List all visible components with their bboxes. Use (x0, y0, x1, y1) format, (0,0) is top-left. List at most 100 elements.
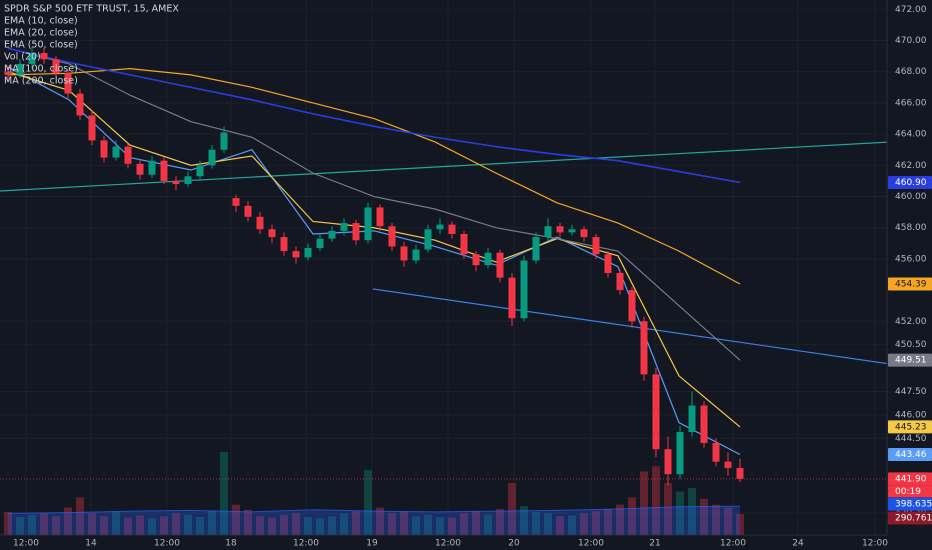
candle-body (184, 176, 192, 185)
candle-body (712, 442, 720, 462)
price-badges: 443.46 445.23 449.51 454.39 460.90 441.90 00:1… (888, 175, 932, 525)
candle-body (592, 237, 600, 255)
volume-bar (352, 511, 360, 535)
candle-body (580, 229, 588, 238)
price-badge (888, 420, 932, 434)
volume-bar (280, 514, 288, 535)
indicator-line (7, 71, 741, 428)
volume-bar (64, 507, 72, 535)
y-tick-label: 450.50 (895, 340, 927, 350)
volume-bar (412, 516, 420, 535)
y-tick-label: 446.00 (895, 410, 927, 420)
candle-body (556, 226, 564, 233)
y-tick-label: 460.00 (895, 192, 927, 202)
x-tick-label: 14 (85, 539, 97, 549)
indicator-line (7, 47, 741, 361)
price-badge (888, 472, 932, 486)
candle-body (436, 224, 444, 230)
volume-bar (472, 511, 480, 535)
y-tick-label: 466.00 (895, 98, 927, 108)
chart-title: SPDR S&P 500 ETF TRUST, 15, AMEX (4, 4, 179, 15)
price-badge-label: 443.46 (895, 450, 927, 460)
candle-body (460, 233, 468, 255)
candle-body (136, 163, 144, 175)
volume-bar (196, 516, 204, 535)
candle-body (28, 53, 36, 64)
candle-body (76, 93, 84, 116)
candle-body (424, 229, 432, 250)
candle-body (664, 449, 672, 475)
volume-bar (676, 491, 684, 535)
volume-bar (304, 516, 312, 535)
price-badge-label: 398.635K (895, 500, 932, 510)
candle-body (124, 146, 132, 164)
price-badge-label: 441.90 (895, 474, 927, 484)
candle-body (244, 205, 252, 217)
candle-body (568, 229, 576, 233)
volume-bar (232, 504, 240, 535)
x-tick-label: 12:00 (435, 539, 461, 549)
candle-body (364, 207, 372, 241)
volume-bar (148, 518, 156, 535)
candle-body (736, 467, 744, 479)
x-tick-label: 12:00 (293, 539, 319, 549)
x-tick-label: 12:00 (862, 539, 888, 549)
y-tick-label: 470.00 (895, 36, 927, 46)
volume-bar (724, 507, 732, 535)
candle-body (196, 165, 204, 177)
volume-bar (556, 516, 564, 535)
candle-body (520, 260, 528, 319)
candle-body (400, 246, 408, 261)
volume-bar (532, 511, 540, 535)
candle-body (256, 216, 264, 230)
candle-body (448, 224, 456, 234)
candle-body (208, 149, 216, 166)
volume-bar (52, 516, 60, 535)
candle-body (616, 272, 624, 291)
candle-body (148, 160, 156, 175)
volume-bar (112, 511, 120, 535)
x-tick-label: 21 (649, 539, 660, 549)
candle-body (292, 251, 300, 258)
price-badge-label: 445.23 (895, 422, 927, 432)
volume-bar (388, 513, 396, 535)
candle-body (724, 461, 732, 468)
price-badge-label: 460.90 (895, 178, 927, 188)
volume-bar (28, 514, 36, 535)
volume-bar (460, 513, 468, 535)
candle-body (172, 180, 180, 185)
x-tick-label: 12:00 (13, 539, 39, 549)
candle-body (484, 252, 492, 266)
candle-body (388, 226, 396, 247)
volume-bar (160, 516, 168, 535)
price-badge-label: 449.51 (895, 356, 927, 366)
candles (0, 46, 887, 486)
volume-bar (328, 516, 336, 535)
candle-body (88, 115, 96, 141)
legend-item: MA (200, close) (4, 76, 78, 87)
volume-ma-area (8, 506, 740, 535)
y-tick-label: 464.00 (895, 130, 927, 140)
candle-body (412, 249, 420, 261)
volume-bar (448, 517, 456, 535)
candle-body (40, 53, 48, 60)
legend-item: EMA (10, close) (4, 16, 78, 27)
x-tick-label: 18 (225, 539, 237, 549)
volume-bar (136, 515, 144, 535)
volume-bar (292, 513, 300, 535)
volume-bar (604, 508, 612, 535)
volume-bar (652, 466, 660, 535)
candle-body (160, 160, 168, 181)
volume-bar (496, 508, 504, 535)
volume-bar (736, 513, 744, 535)
volume-bar (616, 504, 624, 535)
x-tick-label: 19 (366, 539, 378, 549)
candle-body (472, 254, 480, 266)
x-tick-label: 12:00 (720, 539, 746, 549)
volume-bar (520, 506, 528, 535)
candle-body (652, 374, 660, 450)
candle-body (220, 132, 228, 150)
candle-body (4, 71, 12, 75)
price-badge (888, 497, 932, 511)
volume-bar (400, 511, 408, 535)
